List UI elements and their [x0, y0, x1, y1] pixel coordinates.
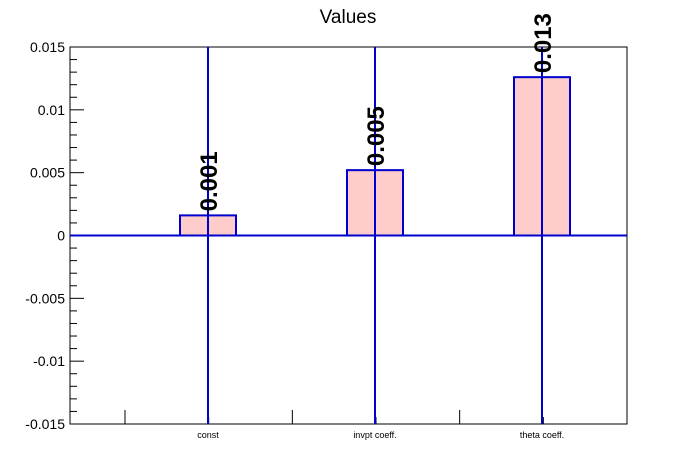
y-tick-label: -0.005: [25, 290, 65, 306]
data-label: 0.013: [530, 13, 557, 73]
data-label: 0.001: [196, 151, 223, 211]
data-label: 0.005: [363, 106, 390, 166]
y-tick-label: -0.01: [33, 353, 65, 369]
category-labels: const invpt coeff. theta coeff.: [197, 430, 564, 440]
x-category-label: theta coeff.: [520, 430, 564, 440]
x-category-label: invpt coeff.: [353, 430, 396, 440]
y-tick-label: 0.01: [38, 102, 65, 118]
x-category-label: const: [197, 430, 219, 440]
y-tick-label: 0.015: [30, 39, 65, 55]
data-labels: 0.001 0.005 0.013: [196, 13, 557, 211]
y-tick-label: -0.015: [25, 416, 65, 432]
y-tick-label: 0.005: [30, 165, 65, 181]
error-bars: [207, 47, 543, 424]
y-tick-label: 0: [57, 228, 65, 244]
y-axis: -0.015 -0.01 -0.005 0 0.005 0.01 0.015: [25, 39, 84, 432]
chart-title: Values: [320, 7, 377, 28]
